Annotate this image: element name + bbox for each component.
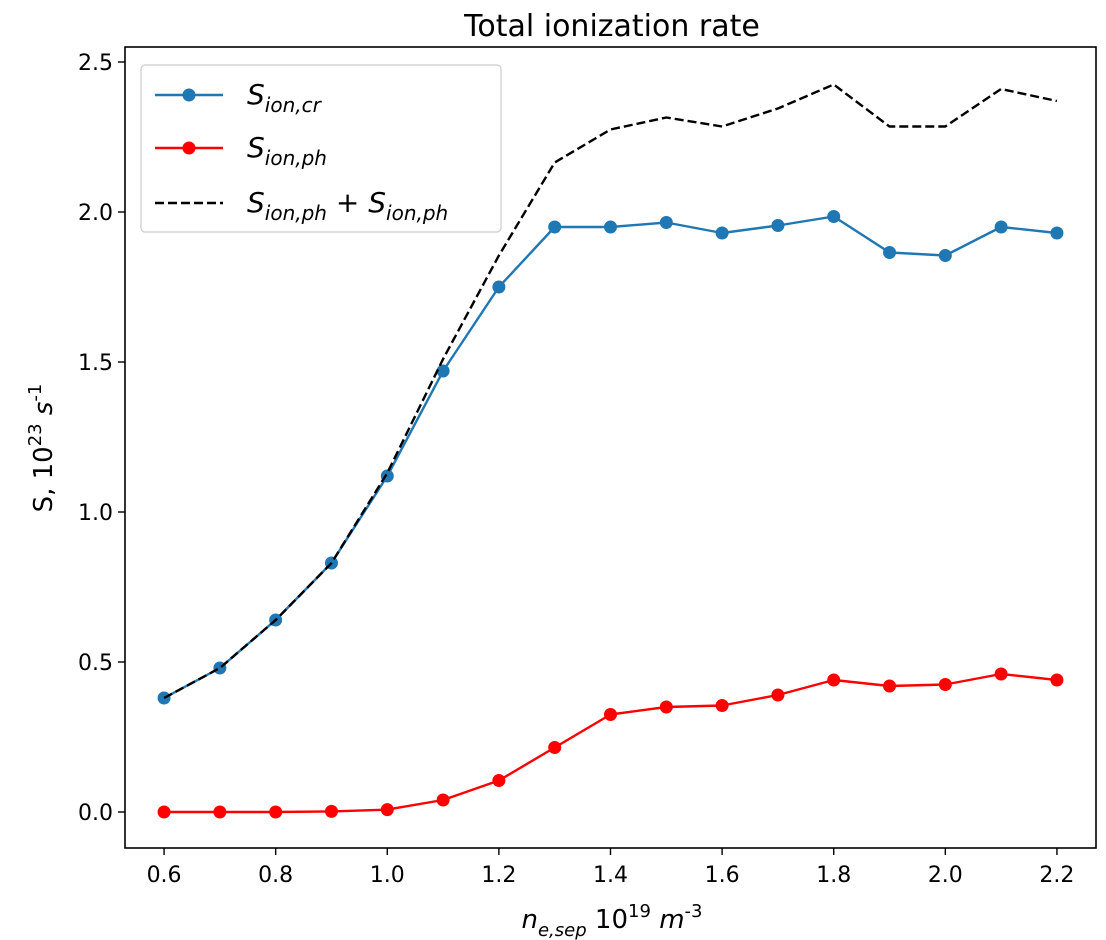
series-2-point bbox=[827, 673, 841, 687]
y-tick-label: 2.0 bbox=[78, 201, 113, 226]
legend: Sion,cr Sion,ph Sion,ph + Sion,ph bbox=[140, 64, 502, 233]
series-1-point bbox=[827, 210, 841, 223]
series-2-point bbox=[1050, 673, 1064, 687]
x-tick-label: 2.2 bbox=[1039, 863, 1074, 888]
series-2-point bbox=[157, 805, 171, 819]
x-axis: 0.6 0.8 1.0 1.2 1.4 1.6 1.8 2.0 2.2 bbox=[147, 848, 1074, 888]
series-2-point bbox=[659, 700, 673, 714]
series-2-point bbox=[883, 679, 897, 693]
y-tick-label: 2.5 bbox=[78, 51, 113, 76]
series-2-point bbox=[938, 678, 952, 691]
legend-label-3: Sion,ph + Sion,ph bbox=[247, 186, 448, 225]
series-2-point bbox=[324, 804, 338, 818]
legend-label-2: Sion,ph bbox=[247, 131, 327, 170]
series-1-point bbox=[883, 246, 897, 259]
series-1-point bbox=[492, 280, 506, 294]
x-axis-label: ne,sep 1019 m-3 bbox=[522, 901, 703, 940]
legend-box bbox=[140, 64, 502, 233]
x-tick-label: 1.6 bbox=[705, 863, 740, 888]
x-tick-label: 1.8 bbox=[816, 863, 851, 888]
series-2-point bbox=[548, 741, 562, 754]
legend-label-1: Sion,cr bbox=[247, 78, 323, 117]
series-1-point bbox=[659, 216, 673, 229]
chart-title: Total ionization rate bbox=[463, 9, 760, 44]
series-1-point bbox=[157, 691, 171, 705]
series-1-point bbox=[938, 249, 952, 262]
series-1-point bbox=[604, 220, 617, 234]
series-2-point bbox=[715, 699, 729, 712]
y-axis-label: S, 1023 s-1 bbox=[25, 384, 59, 513]
series-1-point bbox=[771, 219, 785, 232]
series-2-point bbox=[213, 805, 227, 819]
x-tick-label: 2.0 bbox=[928, 863, 963, 888]
series-2-point bbox=[269, 805, 283, 819]
legend-marker-2 bbox=[182, 141, 196, 155]
y-tick-label: 1.0 bbox=[78, 501, 113, 526]
series-line-3 bbox=[163, 83, 1058, 700]
series-2-point bbox=[771, 688, 785, 702]
series-line-2 bbox=[164, 672, 1058, 814]
series-1-point bbox=[436, 364, 450, 378]
series-line-1 bbox=[163, 215, 1058, 700]
series-1-point bbox=[548, 220, 562, 234]
legend-marker-1 bbox=[182, 88, 196, 102]
x-tick-label: 0.8 bbox=[258, 863, 293, 888]
series-2-point bbox=[380, 803, 394, 817]
series-2-point bbox=[604, 708, 617, 721]
x-tick-label: 1.2 bbox=[481, 863, 516, 888]
x-tick-label: 0.6 bbox=[147, 863, 182, 888]
y-tick-label: 0.0 bbox=[78, 801, 113, 826]
plot-area bbox=[157, 83, 1064, 819]
x-tick-label: 1.4 bbox=[593, 863, 628, 888]
series-1-point bbox=[1050, 226, 1064, 240]
series-1-point bbox=[715, 226, 729, 240]
y-tick-label: 0.5 bbox=[78, 651, 113, 676]
series-1-point bbox=[994, 220, 1008, 234]
x-tick-label: 1.0 bbox=[370, 863, 405, 888]
series-2-point bbox=[436, 793, 450, 807]
y-tick-label: 1.5 bbox=[78, 351, 113, 376]
series-2-point bbox=[492, 774, 506, 787]
y-axis: 0.0 0.5 1.0 1.5 2.0 2.5 bbox=[78, 51, 125, 826]
series-2-point bbox=[994, 667, 1008, 681]
